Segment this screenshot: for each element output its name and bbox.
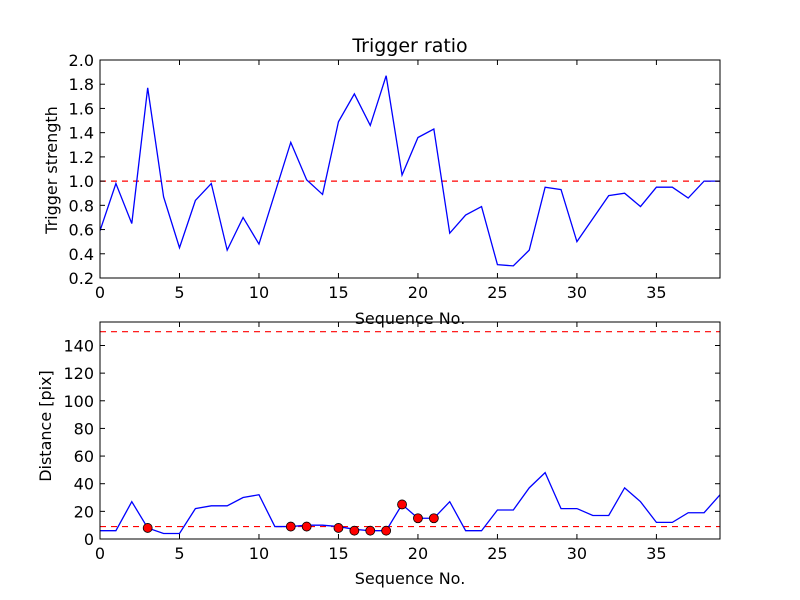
y-tick-label: 1.6 — [69, 99, 94, 118]
y-tick-label: 100 — [63, 392, 94, 411]
data-point-marker — [381, 525, 392, 536]
plot-frame — [99, 59, 721, 279]
y-tick-label: 1.0 — [69, 172, 94, 191]
data-point-marker — [413, 513, 423, 524]
data-point-marker — [333, 523, 344, 533]
y-tick-label: 120 — [63, 364, 94, 383]
x-tick-label: 0 — [95, 283, 105, 302]
data-point-marker — [285, 521, 296, 532]
y-tick-label: 140 — [63, 336, 94, 355]
data-point-marker — [349, 525, 360, 536]
y-tick-label: 0 — [84, 530, 94, 549]
x-axis-label: Sequence No. — [355, 569, 466, 588]
x-tick-label: 35 — [646, 544, 666, 563]
x-tick-label: 25 — [487, 283, 507, 302]
y-tick-label: 0.4 — [69, 245, 94, 264]
y-tick-label: 60 — [74, 447, 94, 466]
chart-title: Trigger ratio — [351, 35, 467, 57]
data-point-marker — [301, 521, 312, 532]
y-tick-label: 1.2 — [69, 148, 94, 167]
data-point-marker — [428, 513, 439, 524]
x-tick-label: 5 — [174, 544, 184, 563]
x-tick-label: 10 — [249, 544, 269, 563]
data-point-marker — [365, 525, 376, 536]
x-tick-label: 30 — [567, 283, 587, 302]
x-tick-label: 15 — [328, 283, 348, 302]
y-tick-label: 0.6 — [69, 221, 94, 240]
y-tick-label: 1.8 — [69, 75, 94, 94]
data-point-marker — [142, 523, 153, 533]
series-line — [100, 471, 720, 535]
series-line — [100, 75, 720, 267]
x-tick-label: 15 — [328, 544, 348, 563]
x-tick-label: 30 — [567, 544, 587, 563]
x-tick-label: 10 — [249, 283, 269, 302]
x-axis-label: Sequence No. — [355, 309, 466, 328]
y-axis-label: Trigger strength — [42, 106, 61, 235]
x-tick-label: 5 — [174, 283, 184, 302]
y-tick-label: 80 — [74, 419, 94, 438]
x-tick-label: 0 — [95, 544, 105, 563]
x-tick-label: 20 — [408, 544, 428, 563]
chart-trigger-ratio: Trigger ratio Sequence No. Trigger stren… — [42, 35, 721, 328]
x-tick-label: 25 — [487, 544, 507, 563]
x-tick-label: 35 — [646, 283, 666, 302]
y-tick-label: 0.2 — [69, 269, 94, 288]
plot-frame — [99, 321, 721, 540]
y-tick-label: 40 — [74, 475, 94, 494]
data-point-marker — [397, 499, 407, 510]
y-tick-label: 1.4 — [69, 124, 94, 143]
y-axis-label: Distance [pix] — [36, 370, 55, 482]
y-tick-label: 2.0 — [69, 51, 94, 70]
y-tick-label: 0.8 — [69, 196, 94, 215]
chart-distance: Sequence No. Distance [pix] 0 5 10 15 20 25 30… — [36, 321, 721, 588]
x-tick-label: 20 — [408, 283, 428, 302]
y-tick-label: 20 — [74, 502, 94, 521]
